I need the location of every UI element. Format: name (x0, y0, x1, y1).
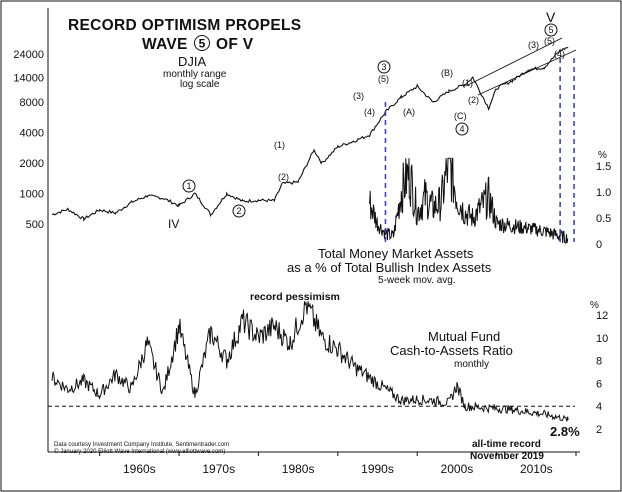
djia-tick-label: 2000 (20, 158, 44, 170)
wave-circle-3 (377, 60, 391, 74)
money-market-tick-label: 0.5 (596, 213, 611, 225)
mutual-fund-label-3: monthly (454, 359, 489, 370)
record-pessimism-annotation: record pessimism (250, 291, 340, 303)
x-tick-label: 1980s (282, 462, 315, 476)
mutual-fund-tick-label: 4 (596, 401, 602, 413)
x-tick-label: 2000s (441, 462, 474, 476)
end-note-date: November 2019 (470, 451, 544, 462)
wave-circle-4 (455, 122, 469, 136)
wave-label-(2)-a: (2) (278, 172, 289, 182)
end-note-record: all-time record (472, 439, 541, 450)
wave-label-(5)-a: (5) (378, 74, 389, 84)
x-axis-ticks: 1960s 1970s 1980s 1990s 2000s 2010s (99, 452, 577, 476)
wave-label-(2)-b: (2) (468, 95, 479, 105)
djia-tick-label: 500 (26, 219, 44, 231)
chart-title: RECORD OPTIMISM PROPELS (68, 17, 301, 34)
credits-line-2: © January 2020 Elliott Wave Internationa… (54, 448, 225, 455)
djia-tick-label: 14000 (13, 73, 44, 85)
mutual-fund-label-2: Cash-to-Assets Ratio (390, 343, 513, 358)
money-market-tick-label: 1.0 (596, 187, 611, 199)
wave-label-(5)-b: (5) (544, 36, 555, 46)
wave-circle-2 (232, 204, 246, 218)
projection-lines (384, 58, 575, 242)
wave-label-(1)-a: (1) (274, 140, 285, 150)
djia-tick-label: 24000 (13, 49, 44, 61)
chart-title-circled-number: 5 (199, 37, 206, 51)
wave-circle-1 (182, 179, 196, 193)
money-market-y-axis: 1.5 1.0 0.5 0 (596, 161, 611, 251)
djia-series-line (51, 46, 569, 222)
djia-y-axis: 24000 14000 8000 4000 2000 1000 500 (13, 49, 44, 231)
mutual-fund-unit: % (590, 300, 599, 311)
wave-label-(B): (B) (441, 68, 453, 78)
mutual-fund-tick-label: 6 (596, 378, 602, 390)
end-value-label: 2.8% (550, 424, 580, 439)
money-market-series-line (369, 157, 569, 244)
trend-channel-lower (477, 49, 577, 96)
mutual-fund-series-line (51, 301, 569, 422)
wave-labels: IV 1 2 (1) (2) 3 (5) (3) (4) (A) (B) (C)… (168, 9, 565, 231)
title-circle-mark (194, 35, 210, 51)
mutual-fund-tick-label: 8 (596, 356, 602, 368)
mutual-fund-label-1: Mutual Fund (428, 329, 500, 344)
wave-label-1: 1 (186, 181, 191, 191)
wave-label-4: 4 (459, 124, 464, 134)
wave-label-(3)-b: (3) (528, 40, 539, 50)
wave-label-IV: IV (168, 217, 179, 231)
mutual-fund-tick-label: 2 (596, 424, 602, 436)
credits-line-1: Data courtesy Investment Company Institu… (54, 442, 229, 448)
chart-title-suffix: OF V (216, 36, 254, 53)
wave-label-2: 2 (236, 206, 241, 216)
djia-label: DJIA (178, 54, 207, 69)
x-tick-label: 2010s (520, 462, 553, 476)
wave-label-3: 3 (381, 62, 386, 72)
djia-tick-label: 1000 (20, 189, 44, 201)
x-tick-label: 1970s (202, 462, 235, 476)
money-market-tick-label: 1.5 (596, 161, 611, 173)
money-market-tick-label: 0 (596, 239, 602, 251)
chart-title-wave: WAVE (142, 36, 188, 53)
mutual-fund-y-axis: 12 10 8 6 4 2 (596, 310, 608, 436)
x-tick-label: 1960s (123, 462, 156, 476)
wave-label-(1)-b: (1) (462, 78, 473, 88)
wave-label-(C): (C) (454, 111, 467, 121)
wave-label-(4)-a: (4) (364, 107, 375, 117)
djia-tick-label: 8000 (20, 97, 44, 109)
wave-label-(3)-a: (3) (353, 91, 364, 101)
djia-tick-label: 4000 (20, 128, 44, 140)
wave-label-V: V (546, 9, 556, 25)
wave-label-(A): (A) (403, 107, 415, 117)
money-market-label-1: Total Money Market Assets (318, 246, 474, 261)
money-market-label-3: 5-week mov. avg. (378, 275, 456, 286)
wave-circle-5 (544, 23, 558, 37)
money-market-label-2: as a % of Total Bullish Index Assets (287, 260, 492, 275)
mutual-fund-tick-label: 10 (596, 333, 608, 345)
x-tick-label: 1990s (361, 462, 394, 476)
trend-channel-upper (467, 37, 563, 86)
wave-label-(4)-b: (4) (554, 49, 565, 59)
djia-sublabel-range: monthly range (163, 69, 227, 80)
wave-label-5: 5 (548, 25, 553, 35)
mutual-fund-tick-label: 12 (596, 310, 608, 322)
money-market-unit: % (598, 150, 607, 161)
djia-sublabel-scale: log scale (180, 79, 220, 90)
